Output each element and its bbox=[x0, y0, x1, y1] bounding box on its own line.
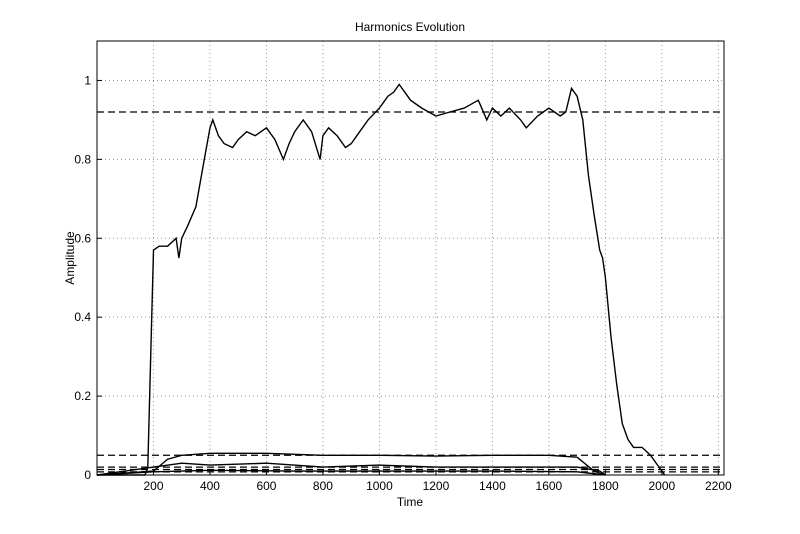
x-tick-label: 400 bbox=[200, 479, 220, 493]
y-tick-label: 1 bbox=[84, 73, 91, 87]
y-tick-label: 0 bbox=[84, 468, 91, 482]
x-tick-label: 1800 bbox=[592, 479, 619, 493]
x-tick-label: 800 bbox=[313, 479, 333, 493]
chart-title: Harmonics Evolution bbox=[355, 20, 465, 34]
series-line bbox=[96, 469, 606, 476]
x-tick-label: 600 bbox=[256, 479, 276, 493]
y-axis-label: Amplitude bbox=[63, 231, 77, 285]
x-tick-label: 1000 bbox=[366, 479, 393, 493]
series-line bbox=[96, 452, 606, 476]
x-tick-label: 200 bbox=[143, 479, 163, 493]
plot-area bbox=[97, 41, 724, 475]
y-tick-label: 0.6 bbox=[74, 231, 91, 245]
series-line bbox=[97, 83, 666, 476]
y-tick-label: 0.4 bbox=[74, 310, 91, 324]
y-tick-label: 0.2 bbox=[74, 389, 91, 403]
x-tick-label: 1600 bbox=[536, 479, 563, 493]
x-tick-label: 1400 bbox=[479, 479, 506, 493]
axes-frame bbox=[96, 40, 725, 476]
x-axis-label: Time bbox=[397, 495, 424, 509]
y-tick-label: 0.8 bbox=[74, 152, 91, 166]
series-line bbox=[96, 462, 606, 476]
x-tick-label: 2000 bbox=[649, 479, 676, 493]
x-tick-label: 2200 bbox=[705, 479, 732, 493]
x-tick-label: 1200 bbox=[423, 479, 450, 493]
